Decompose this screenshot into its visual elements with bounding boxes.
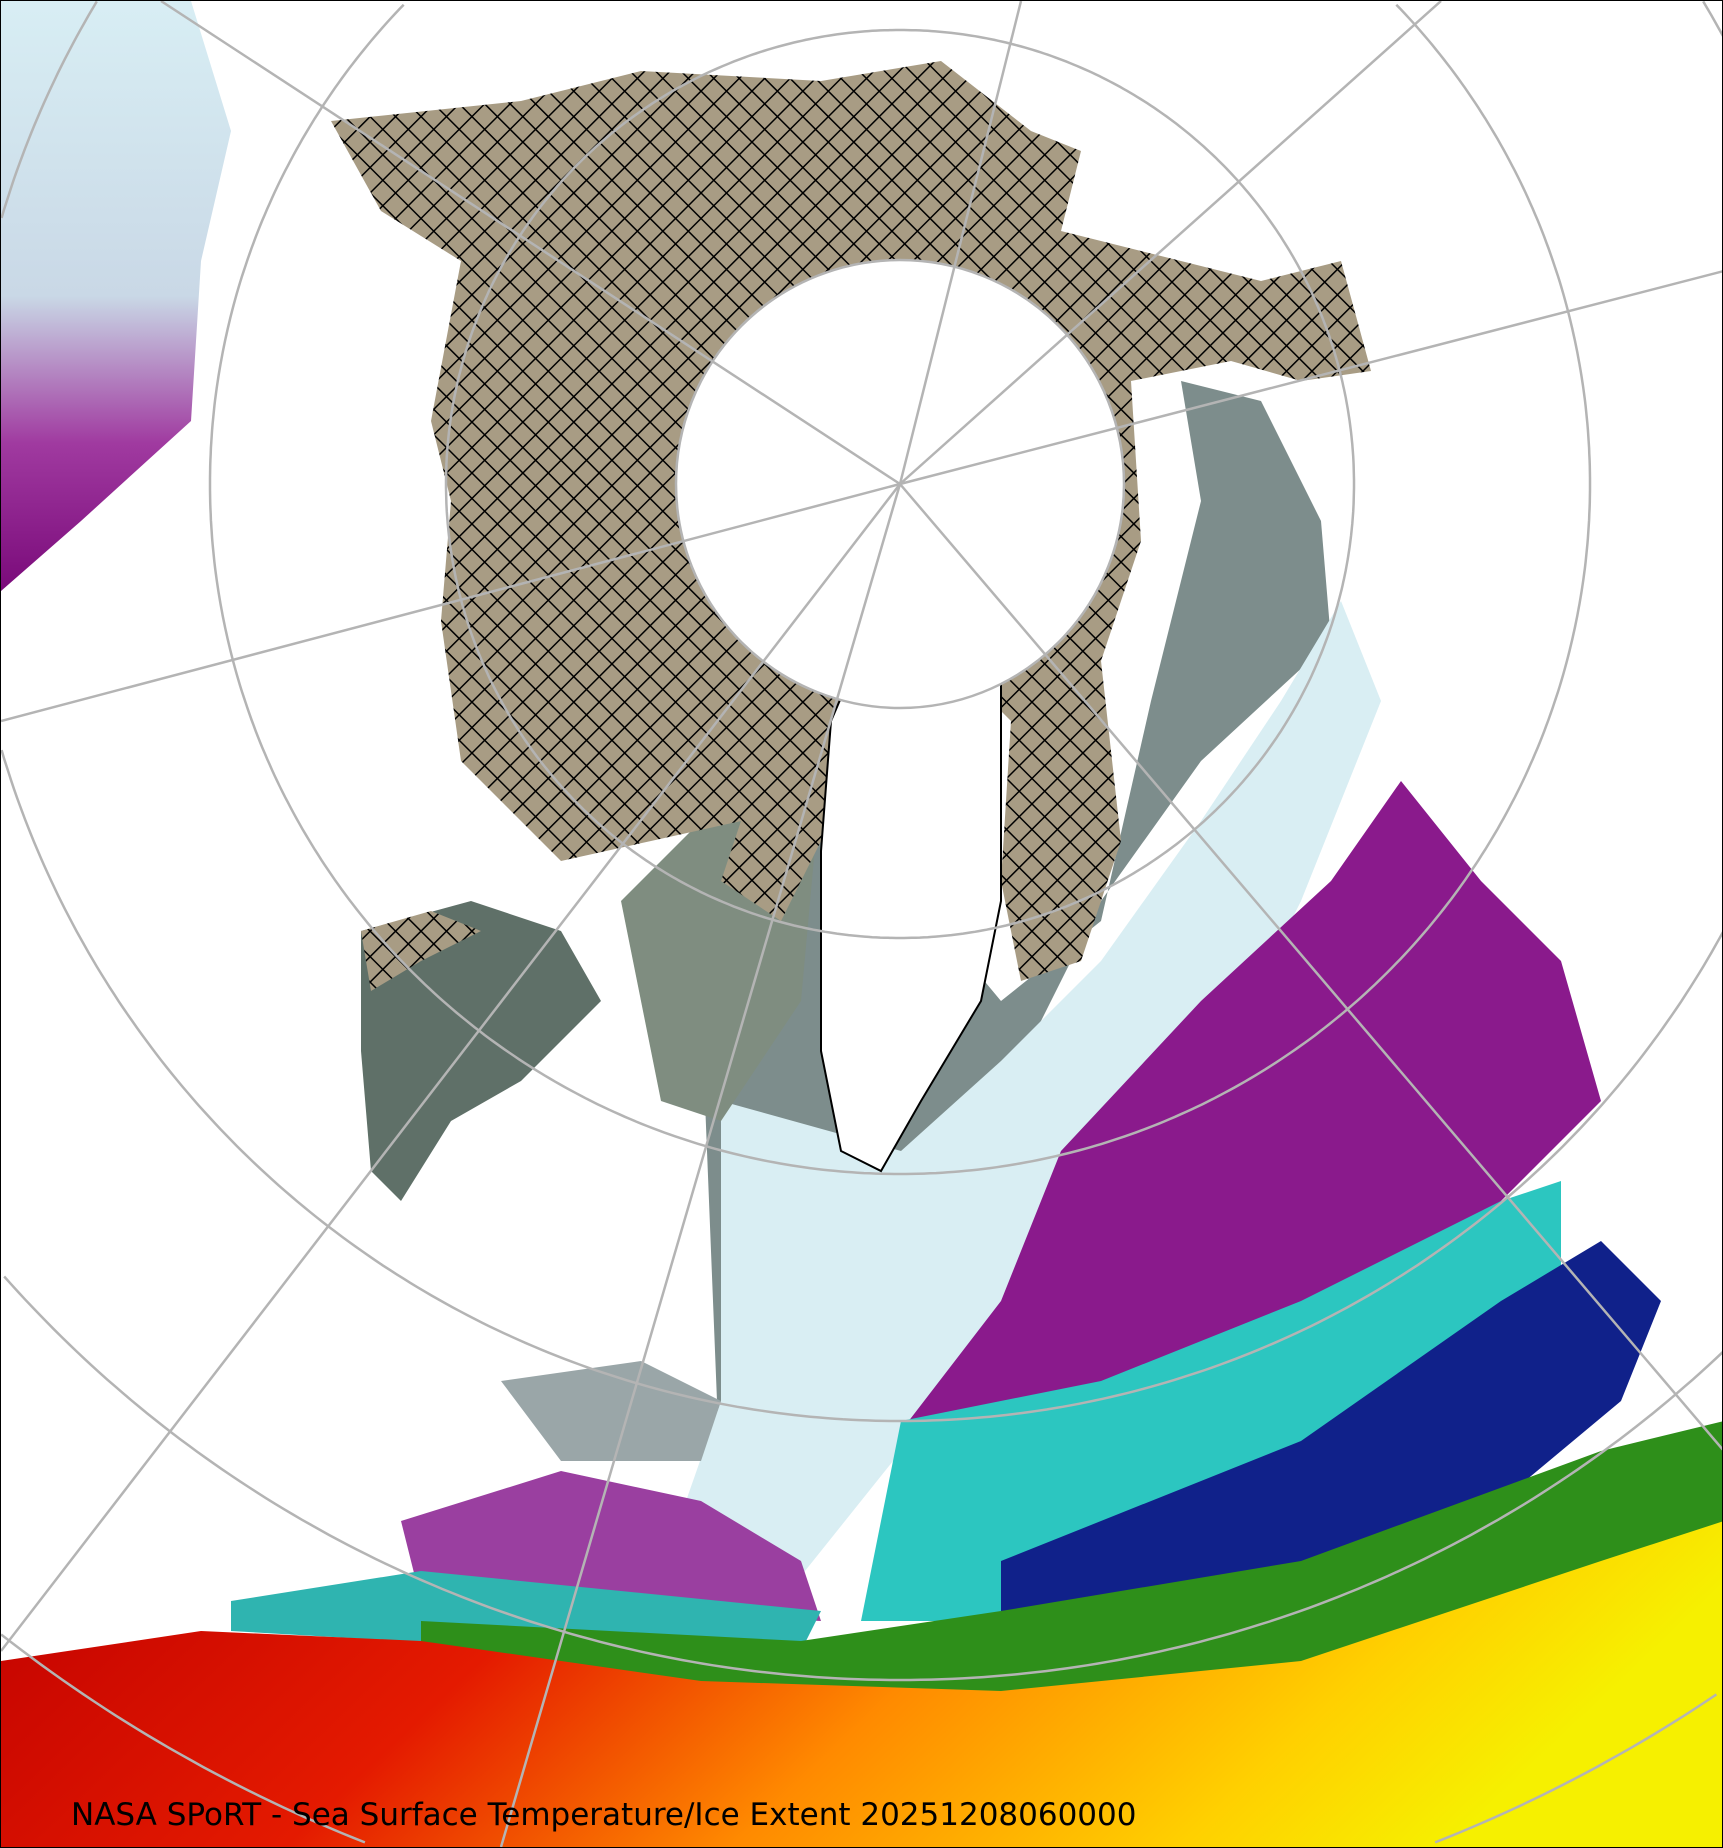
meridian — [899, 1, 1442, 485]
meridian — [160, 1, 901, 486]
meridian — [899, 270, 1722, 486]
latitude-circle — [444, 28, 1356, 940]
ocean-warm — [1, 1521, 1722, 1847]
ocean-teal — [861, 1181, 1561, 1621]
meridian — [1, 482, 901, 723]
meridian — [1, 483, 901, 1652]
gulf-st-lawrence — [501, 1361, 721, 1461]
latitude-circle — [1, 1, 1722, 1423]
map-caption: NASA SPoRT - Sea Surface Temperature/Ice… — [71, 1797, 1137, 1833]
hudson-ice — [361, 911, 481, 991]
latitude-circle — [208, 3, 1592, 1176]
latitude-circle — [3, 1275, 1722, 1682]
pacific-ocean — [1, 1, 231, 591]
ocean-teal-coast — [231, 1571, 821, 1651]
ocean-navy — [1001, 1241, 1661, 1641]
meridian — [499, 483, 902, 1847]
latitude-circle — [1, 1633, 1718, 1844]
meridian — [899, 483, 1722, 1451]
ocean-near-freezing — [651, 601, 1381, 1601]
hudson-bay — [361, 901, 601, 1201]
meridian — [898, 1, 1023, 485]
ocean-purple — [901, 781, 1601, 1431]
